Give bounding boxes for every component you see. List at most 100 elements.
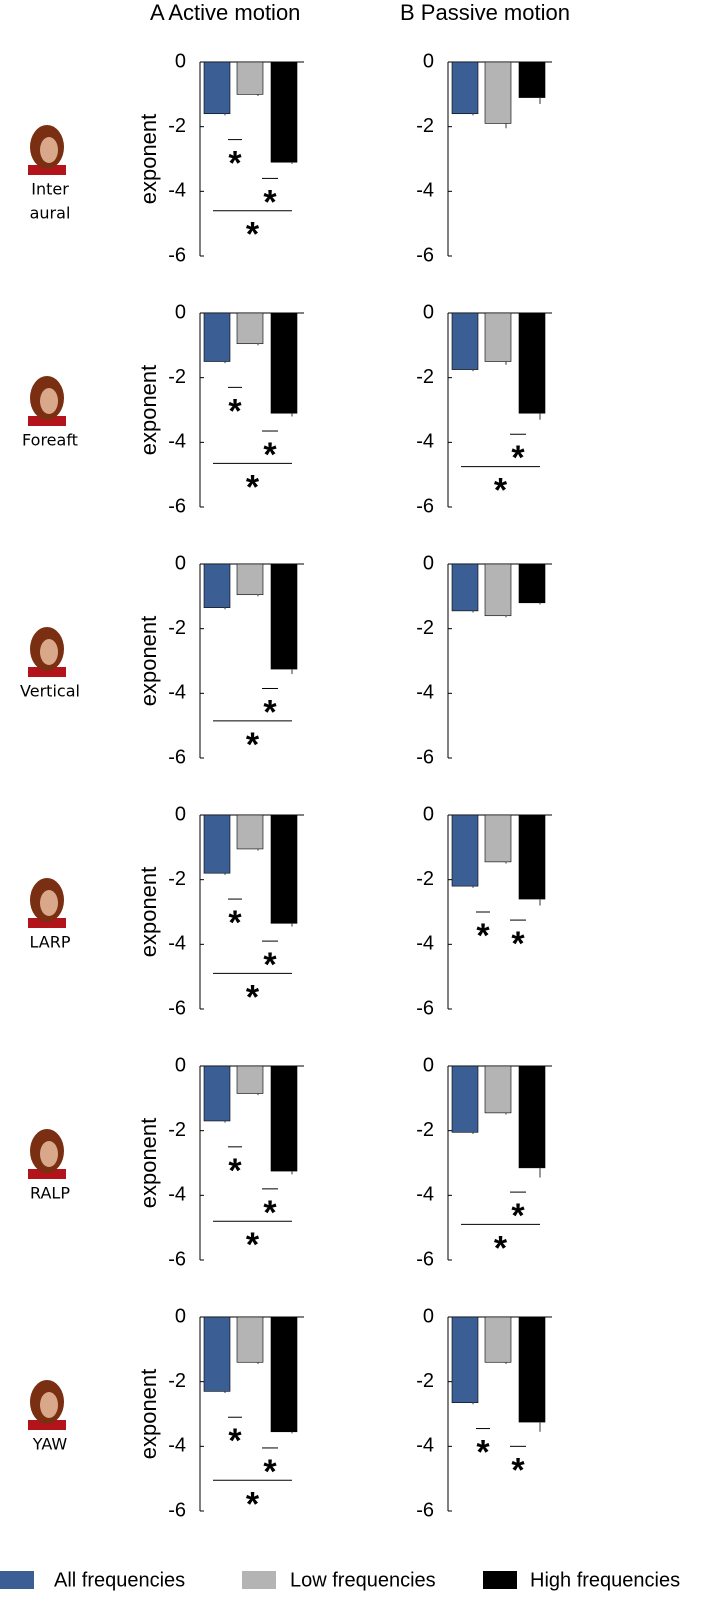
significance-star: * [263, 1453, 277, 1491]
bar [484, 1316, 512, 1363]
bar [270, 1316, 298, 1433]
y-tick-label: -4 [416, 1435, 434, 1457]
bar [203, 1065, 231, 1122]
y-tick-label: -2 [416, 115, 434, 137]
y-tick-label: 0 [175, 1054, 186, 1076]
bar [451, 1316, 479, 1403]
row-label: Inter [31, 180, 69, 199]
significance-star: * [476, 1434, 490, 1472]
y-axis-label: exponent [136, 1118, 161, 1209]
bar [236, 1065, 264, 1094]
legend-swatch [242, 1571, 276, 1589]
y-tick-label: -4 [416, 1184, 434, 1206]
y-tick-label: -2 [168, 617, 186, 639]
y-tick-label: -6 [416, 997, 434, 1019]
shoulders [28, 1420, 66, 1430]
y-tick-label: 0 [175, 552, 186, 574]
significance-star: * [476, 917, 490, 955]
significance-star: * [511, 1451, 525, 1489]
significance-star: * [263, 436, 277, 474]
face [40, 890, 58, 916]
y-tick-label: -2 [416, 366, 434, 388]
y-tick-label: -6 [168, 1248, 186, 1270]
bar [484, 1065, 512, 1114]
bar [270, 61, 298, 163]
bar [484, 563, 512, 617]
y-axis-label: exponent [136, 114, 161, 205]
significance-star: * [263, 946, 277, 984]
legend-label: High frequencies [530, 1569, 680, 1591]
y-tick-label: 0 [423, 552, 434, 574]
bar [270, 814, 298, 924]
bar [451, 312, 479, 370]
significance-star: * [494, 472, 508, 510]
face [40, 137, 58, 163]
y-tick-label: -6 [168, 244, 186, 266]
bar [518, 1065, 546, 1169]
bar [270, 1065, 298, 1172]
bar [484, 61, 512, 124]
bar [518, 1316, 546, 1423]
y-axis-label: exponent [136, 1369, 161, 1460]
bar [236, 312, 264, 345]
y-tick-label: -6 [416, 495, 434, 517]
y-tick-label: -4 [416, 682, 434, 704]
y-tick-label: -2 [416, 617, 434, 639]
y-tick-label: 0 [175, 50, 186, 72]
y-tick-label: -4 [168, 682, 186, 704]
bar [270, 312, 298, 414]
bar [236, 1316, 264, 1363]
y-tick-label: -2 [168, 115, 186, 137]
significance-star: * [246, 468, 260, 506]
y-tick-label: -2 [416, 1370, 434, 1392]
bar [518, 563, 546, 604]
head-icon [28, 376, 66, 426]
y-tick-label: -4 [168, 1184, 186, 1206]
y-tick-label: -2 [168, 366, 186, 388]
significance-star: * [228, 145, 242, 183]
bar [484, 814, 512, 863]
face [40, 1141, 58, 1167]
y-tick-label: 0 [423, 50, 434, 72]
bar [236, 814, 264, 850]
y-tick-label: -4 [168, 180, 186, 202]
significance-star: * [246, 1485, 260, 1523]
y-tick-label: -2 [416, 1119, 434, 1141]
shoulders [28, 667, 66, 677]
legend-swatch [483, 1571, 517, 1589]
head-icon [28, 1380, 66, 1430]
y-tick-label: -6 [168, 997, 186, 1019]
significance-star: * [246, 978, 260, 1016]
legend-swatch [0, 1571, 34, 1589]
y-tick-label: -2 [168, 1119, 186, 1141]
y-tick-label: 0 [175, 803, 186, 825]
shoulders [28, 416, 66, 426]
bar [203, 312, 231, 362]
y-axis-label: exponent [136, 365, 161, 456]
y-tick-label: 0 [175, 301, 186, 323]
y-tick-label: -6 [168, 495, 186, 517]
row-label: aural [30, 204, 71, 223]
face [40, 639, 58, 665]
bar [203, 563, 231, 608]
y-tick-label: -6 [168, 1499, 186, 1521]
y-tick-label: -4 [416, 431, 434, 453]
y-tick-label: 0 [423, 1054, 434, 1076]
significance-star: * [511, 439, 525, 477]
bar [451, 814, 479, 887]
y-tick-label: -6 [416, 1499, 434, 1521]
face [40, 388, 58, 414]
significance-star: * [228, 1422, 242, 1460]
significance-star: * [228, 392, 242, 430]
column-title: A Active motion [150, 0, 300, 25]
y-tick-label: 0 [423, 301, 434, 323]
y-tick-label: -6 [416, 244, 434, 266]
column-title: B Passive motion [400, 0, 570, 25]
bar [451, 563, 479, 612]
bar [203, 1316, 231, 1392]
legend-label: Low frequencies [290, 1569, 436, 1591]
head-icon [28, 878, 66, 928]
face [40, 1392, 58, 1418]
bar [518, 814, 546, 900]
